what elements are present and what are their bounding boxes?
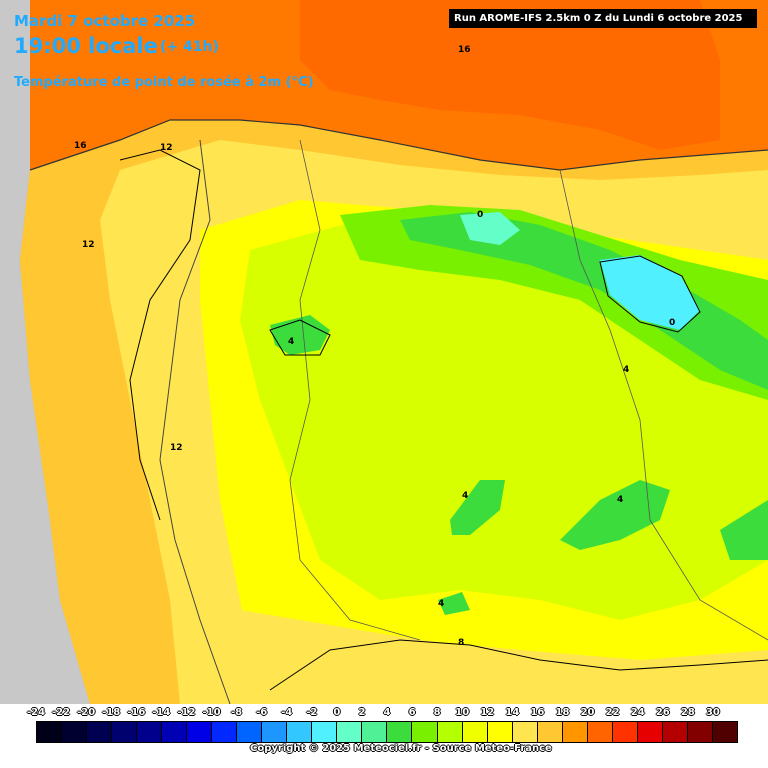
legend-tick-label: 30 — [705, 707, 720, 718]
legend-tick-label: -4 — [281, 707, 293, 718]
green-south-patch — [438, 592, 470, 615]
contour-label-8-south: 8 — [458, 638, 464, 648]
legend-swatch — [62, 722, 88, 742]
contour-label-4-east: 4 — [623, 365, 629, 375]
contour-8 — [269, 639, 768, 691]
green-dark-north — [400, 212, 768, 390]
forecast-date: Mardi 7 octobre 2025 — [14, 12, 196, 30]
legend-tick-label: -16 — [127, 707, 146, 718]
legend-tick-label: 4 — [383, 707, 391, 718]
legend-swatch — [212, 722, 238, 742]
legend-swatch — [112, 722, 138, 742]
coastline — [29, 119, 768, 171]
green-center — [450, 480, 505, 535]
legend-tick-label: 14 — [505, 707, 520, 718]
legend-tick-label: -6 — [256, 707, 268, 718]
contour-0 — [599, 255, 701, 333]
border-line-portugal — [159, 139, 231, 705]
legend-tick-label: -12 — [177, 707, 196, 718]
legend-swatches — [36, 721, 738, 743]
green-north — [340, 205, 768, 400]
south-orange — [180, 600, 768, 704]
green-far-east — [720, 500, 768, 560]
legend-swatch — [687, 722, 713, 742]
contour-12 — [119, 149, 201, 521]
legend-tick-label: 6 — [408, 707, 416, 718]
legend-swatch — [287, 722, 313, 742]
legend-swatch — [487, 722, 513, 742]
cyan-patch-small — [460, 212, 520, 245]
legend-swatch — [462, 722, 488, 742]
legend-tick-label: 26 — [655, 707, 670, 718]
legend-swatch — [587, 722, 613, 742]
legend-swatch — [662, 722, 688, 742]
legend-tick-label: 28 — [680, 707, 695, 718]
legend-swatch — [87, 722, 113, 742]
green-east — [560, 480, 670, 550]
legend-swatch — [262, 722, 288, 742]
forecast-time: 19:00 locale — [14, 34, 158, 58]
legend-tick-label: 8 — [433, 707, 441, 718]
legend-swatch — [187, 722, 213, 742]
legend-tick-label: -2 — [306, 707, 318, 718]
legend-tick-label: 12 — [480, 707, 495, 718]
legend-swatch — [37, 722, 63, 742]
legend-tick-label: 0 — [333, 707, 341, 718]
copyright-text: Copyright © 2025 Meteociel.fr - Source M… — [250, 743, 552, 754]
legend-tick-label: -10 — [202, 707, 221, 718]
contour-label-4-southeast: 4 — [617, 495, 623, 505]
contour-label-4-west: 4 — [288, 337, 294, 347]
offshore-left — [0, 0, 90, 704]
parameter-title: Température de point de rosée à 2m (°C) — [14, 75, 314, 90]
contour-label-4-center: 4 — [462, 491, 468, 501]
legend-swatch — [137, 722, 163, 742]
legend-swatch — [387, 722, 413, 742]
border-line-inner — [289, 139, 421, 641]
legend-swatch — [537, 722, 563, 742]
legend-swatch — [412, 722, 438, 742]
contour-label-0-east: 0 — [669, 318, 675, 328]
contour-label-4-south: 4 — [438, 599, 444, 609]
legend-tick-label: 16 — [530, 707, 545, 718]
legend-tick-label: 24 — [630, 707, 645, 718]
legend-tick-label: 2 — [358, 707, 366, 718]
legend-tick-label: -20 — [77, 707, 96, 718]
legend-swatch — [312, 722, 338, 742]
legend-tick-label: 22 — [605, 707, 620, 718]
legend-swatch — [337, 722, 363, 742]
contour-label-12-west: 12 — [82, 240, 95, 250]
legend-swatch — [362, 722, 388, 742]
legend-swatch — [562, 722, 588, 742]
legend-tick-label: -18 — [102, 707, 121, 718]
contour-label-12-north: 12 — [160, 143, 173, 153]
warm-sea-core — [300, 0, 720, 150]
contour-label-0-north: 0 — [477, 210, 483, 220]
legend-tick-label: -24 — [26, 707, 46, 718]
legend-tick-label: -22 — [52, 707, 71, 718]
cyan-patch — [600, 255, 700, 330]
legend-tick-label: 20 — [580, 707, 595, 718]
legend-tick-label: -8 — [231, 707, 243, 718]
color-legend: -24 -22 -20 -18 -16 -14 -12 -10 -8 -6 -4 -2 0 2 4 6 8 10 1… — [0, 704, 768, 768]
contour-label-16-sea: 16 — [458, 45, 471, 55]
legend-tick-label: -14 — [152, 707, 171, 718]
legend-swatch — [162, 722, 188, 742]
legend-swatch — [237, 722, 263, 742]
legend-swatch — [437, 722, 463, 742]
contour-label-16-coast: 16 — [74, 141, 87, 151]
legend-tick-label: 18 — [555, 707, 570, 718]
run-info: Run AROME-IFS 2.5km 0 Z du Lundi 6 octob… — [449, 9, 757, 28]
border-line-east — [559, 169, 768, 641]
legend-tick-label: 10 — [455, 707, 470, 718]
legend-swatch — [512, 722, 538, 742]
forecast-lead-time: (+ 41h) — [160, 39, 219, 55]
legend-swatch — [637, 722, 663, 742]
legend-swatch — [612, 722, 638, 742]
contour-label-12-south: 12 — [170, 443, 183, 453]
legend-swatch — [712, 722, 737, 742]
contour-4 — [269, 319, 331, 356]
